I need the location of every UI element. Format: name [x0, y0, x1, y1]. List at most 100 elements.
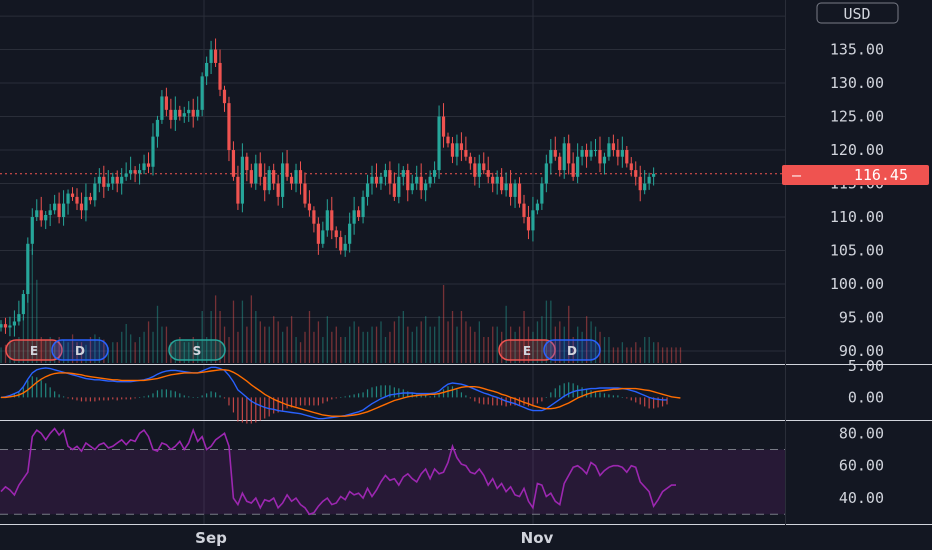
volume-bar	[255, 311, 257, 363]
macd-histogram-bar	[492, 397, 494, 406]
volume-bar	[362, 331, 364, 363]
volume-bar	[496, 326, 498, 363]
volume-bar	[112, 342, 114, 363]
candle	[245, 152, 249, 182]
macd-histogram-bar	[568, 382, 570, 398]
candle	[374, 163, 379, 188]
macd-histogram-bar	[76, 397, 78, 401]
volume-bar	[116, 342, 118, 363]
candle	[459, 132, 464, 162]
volume-bar	[31, 248, 33, 363]
volume-bar	[4, 344, 7, 363]
volume-bar	[554, 326, 556, 363]
macd-histogram-bar	[54, 391, 56, 398]
volume-bar	[420, 321, 422, 363]
volume-bar	[264, 326, 266, 363]
candle	[397, 163, 401, 204]
macd-histogram-bar	[259, 397, 261, 421]
price-tick-label: 125.00	[830, 108, 884, 126]
candle	[495, 170, 499, 195]
candle	[231, 141, 236, 181]
volume-bar	[536, 321, 539, 363]
volume-bar	[527, 326, 530, 363]
macd-histogram-bar	[407, 391, 409, 398]
candle	[35, 199, 39, 222]
macd-histogram-bar	[456, 389, 458, 398]
candle	[638, 165, 642, 202]
candle	[321, 221, 325, 248]
candle	[88, 192, 92, 205]
candle	[263, 163, 267, 202]
macd-histogram-bar	[27, 380, 29, 398]
candle	[508, 170, 513, 206]
candle	[620, 136, 624, 168]
candle	[272, 163, 276, 190]
macd-histogram-bar	[313, 397, 315, 406]
macd-histogram-bar	[541, 397, 543, 402]
volume-bar	[201, 311, 203, 363]
macd-histogram-bar	[273, 397, 275, 414]
volume-bar	[138, 337, 141, 363]
candle	[544, 154, 548, 193]
volume-bar	[465, 321, 467, 363]
currency-button[interactable]: USD	[816, 2, 899, 24]
candle	[406, 163, 410, 202]
candle	[44, 210, 48, 230]
candlesticks[interactable]	[0, 38, 656, 337]
macd-histogram-bar	[608, 394, 610, 398]
volume-bar	[501, 331, 503, 363]
price-tick-label: 120.00	[830, 141, 884, 159]
macd-histogram-bar	[152, 393, 154, 398]
macd-histogram-bar	[366, 389, 369, 398]
candle	[267, 166, 271, 195]
macd-histogram-bar	[509, 397, 512, 406]
macd-histogram-bar	[250, 397, 252, 424]
volume-bar	[429, 326, 431, 363]
candle	[39, 196, 43, 227]
volume-bar	[478, 321, 480, 363]
candle	[647, 172, 651, 190]
last-price-dash: –	[792, 166, 802, 184]
candle	[370, 165, 374, 195]
volume-bar	[389, 331, 391, 363]
macd-line	[0, 366, 667, 420]
candle	[205, 56, 209, 86]
volume-bar	[416, 326, 418, 363]
macd-histogram-bar	[666, 397, 668, 405]
macd-histogram-bar	[349, 395, 351, 398]
macd-histogram-bar	[340, 397, 342, 398]
volume-bar	[36, 279, 38, 363]
macd-histogram-bar	[130, 397, 132, 400]
candle	[70, 187, 75, 201]
candle	[549, 138, 553, 175]
macd-histogram-bar	[219, 395, 221, 398]
macd-histogram-bar	[241, 397, 243, 423]
event-marker-split: S	[168, 339, 226, 361]
macd-histogram-bar	[577, 385, 579, 398]
volume-bar	[380, 321, 382, 363]
candle	[8, 316, 12, 337]
volume-bar	[407, 326, 409, 363]
candle	[102, 165, 106, 198]
candle	[352, 196, 356, 235]
macd-histogram-bar	[657, 397, 659, 408]
macd-histogram-bar	[286, 397, 288, 409]
candle	[379, 172, 383, 190]
macd-histogram-bar	[442, 389, 445, 398]
rsi-line	[0, 427, 676, 516]
time-axis[interactable]: Sep Nov	[195, 529, 553, 547]
volume-bar	[308, 311, 311, 363]
volume-bar	[210, 311, 212, 363]
macd-histogram-bar	[80, 397, 83, 402]
volume-bar	[469, 326, 472, 363]
candle	[428, 170, 432, 188]
macd-histogram-bar	[138, 397, 141, 398]
volume-bar	[594, 326, 597, 363]
candle	[160, 90, 164, 124]
volume-bar	[518, 326, 521, 363]
price-axis[interactable]: 140.00135.00130.00125.00120.00115.00110.…	[830, 7, 884, 507]
volume-bar	[40, 337, 42, 363]
macd-histogram-bar	[429, 396, 431, 398]
